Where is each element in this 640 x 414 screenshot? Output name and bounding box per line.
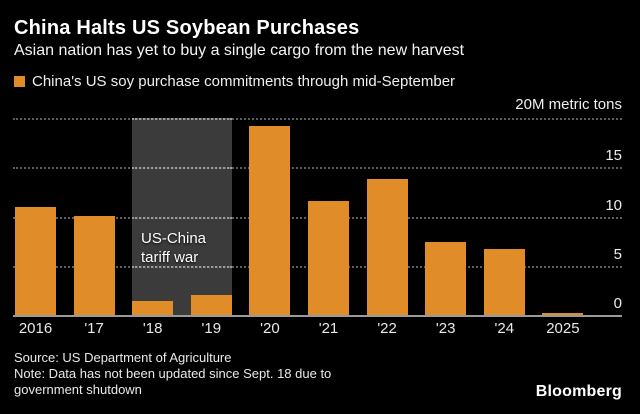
bar-23 xyxy=(425,242,467,315)
gridline-10-on-band xyxy=(132,216,232,219)
x-axis: 2016 '17 '18 '19 '20 '21 '22 '23 '24 2025 xyxy=(0,320,640,340)
annotation-line-1: US-China xyxy=(141,230,207,247)
x-tick-label-24: '24 xyxy=(494,320,515,337)
gridline-15 xyxy=(13,167,622,170)
gridline-15-on-band xyxy=(132,167,232,170)
y-axis-unit-label: 20M metric tons xyxy=(515,96,622,113)
bar-2025 xyxy=(542,313,584,315)
x-tick-label-2025: 2025 xyxy=(546,320,580,337)
bar-22 xyxy=(366,179,408,315)
x-tick-label-23: '23 xyxy=(435,320,456,337)
y-tick-label-10: 10 xyxy=(605,196,622,214)
bar-24 xyxy=(483,249,525,315)
x-tick-label-21: '21 xyxy=(318,320,339,337)
bar-18 xyxy=(132,301,174,315)
y-tick-label-0: 0 xyxy=(613,295,622,312)
x-tick-label-2016: 2016 xyxy=(18,320,53,337)
x-tick-label-17: '17 xyxy=(84,320,104,337)
x-tick-label-18: '18 xyxy=(142,320,163,337)
x-tick-label-22: '22 xyxy=(377,320,397,337)
bar-17 xyxy=(73,216,115,315)
legend-swatch-icon xyxy=(14,76,25,87)
footnote-line-1: Note: Data has not been updated since Se… xyxy=(14,366,332,381)
zero-baseline xyxy=(13,315,622,317)
y-tick-label-15: 15 xyxy=(605,147,622,165)
footnote-line-2: government shutdown xyxy=(14,382,142,397)
gridline-20 xyxy=(13,118,622,120)
footer: Source: US Department of Agriculture Not… xyxy=(14,350,331,398)
legend: China's US soy purchase commitments thro… xyxy=(14,73,455,90)
tariff-war-annotation: US-China tariff war xyxy=(141,229,206,267)
annotation-line-2: tariff war xyxy=(141,249,199,266)
source-note: Source: US Department of Agriculture xyxy=(14,350,232,365)
bar-21 xyxy=(308,201,349,315)
x-tick-label-20: '20 xyxy=(260,320,280,337)
chart-title: China Halts US Soybean Purchases xyxy=(14,17,360,39)
bar-19 xyxy=(190,295,232,315)
gridline-20-on-band xyxy=(132,118,232,120)
chart-subtitle: Asian nation has yet to buy a single car… xyxy=(14,42,465,59)
gridline-5-on-band xyxy=(132,265,232,268)
bar-2016 xyxy=(15,207,56,315)
bar-20 xyxy=(249,126,291,315)
y-tick-label-5: 5 xyxy=(613,245,622,263)
x-tick-label-19: '19 xyxy=(201,320,222,337)
legend-label: China's US soy purchase commitments thro… xyxy=(32,73,456,90)
bloomberg-logo: Bloomberg xyxy=(535,383,622,400)
plot-area: US-China tariff war xyxy=(13,118,622,317)
